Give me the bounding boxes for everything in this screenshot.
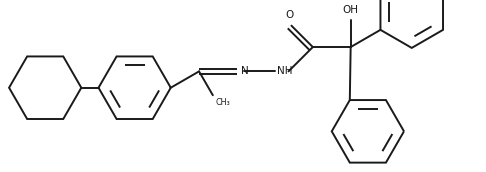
Text: N: N [241, 66, 249, 76]
Text: OH: OH [343, 5, 359, 15]
Text: NH: NH [277, 66, 293, 76]
Text: O: O [285, 10, 294, 20]
Text: CH₃: CH₃ [215, 98, 230, 107]
